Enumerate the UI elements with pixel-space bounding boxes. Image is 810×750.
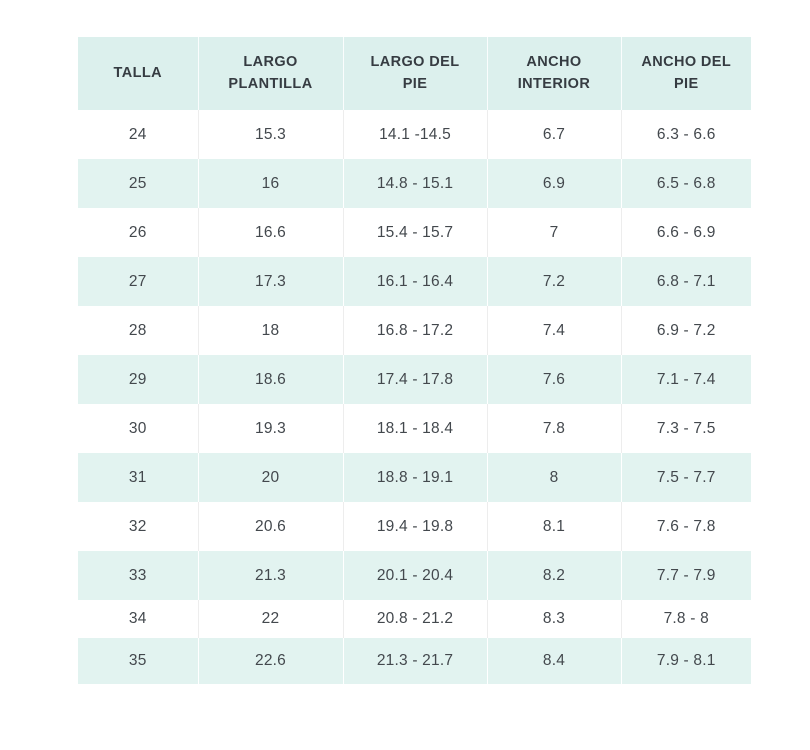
header-row: TALLA LARGO PLANTILLA LARGO DEL PIE ANCH…: [78, 37, 751, 110]
table-cell: 16: [197, 159, 343, 208]
table-cell: 22.6: [197, 638, 343, 684]
table-cell: 6.5 - 6.8: [620, 159, 751, 208]
column-header-ancho-interior: ANCHO INTERIOR: [486, 37, 621, 110]
table-cell: 8.1: [486, 502, 621, 551]
table-row: 32 20.6 19.4 - 19.8 8.1 7.6 - 7.8: [78, 502, 751, 551]
table-cell: 18.6: [197, 355, 343, 404]
table-cell: 16.8 - 17.2: [342, 306, 487, 355]
table-cell: 29: [78, 355, 198, 404]
table-cell: 19.4 - 19.8: [342, 502, 487, 551]
table-row: 28 18 16.8 - 17.2 7.4 6.9 - 7.2: [78, 306, 751, 355]
table-row: 27 17.3 16.1 - 16.4 7.2 6.8 - 7.1: [78, 257, 751, 306]
column-header-label: LARGO PLANTILLA: [228, 53, 313, 92]
table-cell: 28: [78, 306, 198, 355]
column-header-talla: TALLA: [78, 37, 198, 110]
table-row: 33 21.3 20.1 - 20.4 8.2 7.7 - 7.9: [78, 551, 751, 600]
table-row: 34 22 20.8 - 21.2 8.3 7.8 - 8: [78, 600, 751, 638]
table-row: 25 16 14.8 - 15.1 6.9 6.5 - 6.8: [78, 159, 751, 208]
table-cell: 14.1 -14.5: [342, 110, 487, 159]
table-cell: 20.8 - 21.2: [342, 600, 487, 638]
table-cell: 30: [78, 404, 198, 453]
table-cell: 20.1 - 20.4: [342, 551, 487, 600]
table-cell: 7.2: [486, 257, 621, 306]
table-cell: 6.7: [486, 110, 621, 159]
table-cell: 32: [78, 502, 198, 551]
table-cell: 24: [78, 110, 198, 159]
table-cell: 16.1 - 16.4: [342, 257, 487, 306]
table-cell: 8: [486, 453, 621, 502]
table-cell: 7: [486, 208, 621, 257]
table-row: 35 22.6 21.3 - 21.7 8.4 7.9 - 8.1: [78, 638, 751, 684]
table-cell: 15.4 - 15.7: [342, 208, 487, 257]
table-cell: 7.3 - 7.5: [620, 404, 751, 453]
table-cell: 16.6: [197, 208, 343, 257]
table-cell: 17.3: [197, 257, 343, 306]
table-cell: 19.3: [197, 404, 343, 453]
table-row: 29 18.6 17.4 - 17.8 7.6 7.1 - 7.4: [78, 355, 751, 404]
table-cell: 21.3: [197, 551, 343, 600]
table-cell: 21.3 - 21.7: [342, 638, 487, 684]
table-cell: 8.3: [486, 600, 621, 638]
table-cell: 34: [78, 600, 198, 638]
table-body: 24 15.3 14.1 -14.5 6.7 6.3 - 6.6 25 16 14.8 - 1…: [78, 110, 751, 684]
table-cell: 7.8: [486, 404, 621, 453]
column-header-label: LARGO DEL PIE: [370, 53, 460, 92]
table-cell: 7.5 - 7.7: [620, 453, 751, 502]
table-cell: 6.6 - 6.9: [620, 208, 751, 257]
table-cell: 27: [78, 257, 198, 306]
table-cell: 6.9 - 7.2: [620, 306, 751, 355]
table-cell: 7.9 - 8.1: [620, 638, 751, 684]
table-cell: 15.3: [197, 110, 343, 159]
table-cell: 8.2: [486, 551, 621, 600]
table-cell: 31: [78, 453, 198, 502]
table-cell: 26: [78, 208, 198, 257]
table-cell: 6.9: [486, 159, 621, 208]
table-cell: 20: [197, 453, 343, 502]
table-cell: 7.8 - 8: [620, 600, 751, 638]
column-header-label: TALLA: [113, 64, 162, 81]
table-cell: 7.7 - 7.9: [620, 551, 751, 600]
table-row: 24 15.3 14.1 -14.5 6.7 6.3 - 6.6: [78, 110, 751, 159]
table-row: 31 20 18.8 - 19.1 8 7.5 - 7.7: [78, 453, 751, 502]
column-header-label: ANCHO INTERIOR: [517, 53, 591, 92]
table-cell: 22: [197, 600, 343, 638]
table-cell: 18: [197, 306, 343, 355]
table-cell: 35: [78, 638, 198, 684]
table-cell: 20.6: [197, 502, 343, 551]
column-header-largo-del-pie: LARGO DEL PIE: [342, 37, 487, 110]
table-cell: 6.3 - 6.6: [620, 110, 751, 159]
table-row: 26 16.6 15.4 - 15.7 7 6.6 - 6.9: [78, 208, 751, 257]
table-cell: 18.8 - 19.1: [342, 453, 487, 502]
table-cell: 18.1 - 18.4: [342, 404, 487, 453]
table-cell: 17.4 - 17.8: [342, 355, 487, 404]
column-header-largo-plantilla: LARGO PLANTILLA: [197, 37, 343, 110]
column-header-label: ANCHO DEL PIE: [641, 53, 732, 92]
table-cell: 14.8 - 15.1: [342, 159, 487, 208]
table-cell: 33: [78, 551, 198, 600]
table-cell: 7.1 - 7.4: [620, 355, 751, 404]
table-cell: 7.6 - 7.8: [620, 502, 751, 551]
table-cell: 8.4: [486, 638, 621, 684]
column-header-ancho-del-pie: ANCHO DEL PIE: [620, 37, 751, 110]
table-cell: 7.6: [486, 355, 621, 404]
table-row: 30 19.3 18.1 - 18.4 7.8 7.3 - 7.5: [78, 404, 751, 453]
table-cell: 25: [78, 159, 198, 208]
table-header: TALLA LARGO PLANTILLA LARGO DEL PIE ANCH…: [78, 37, 751, 110]
table-cell: 6.8 - 7.1: [620, 257, 751, 306]
size-chart-table: TALLA LARGO PLANTILLA LARGO DEL PIE ANCH…: [78, 37, 751, 684]
table-cell: 7.4: [486, 306, 621, 355]
